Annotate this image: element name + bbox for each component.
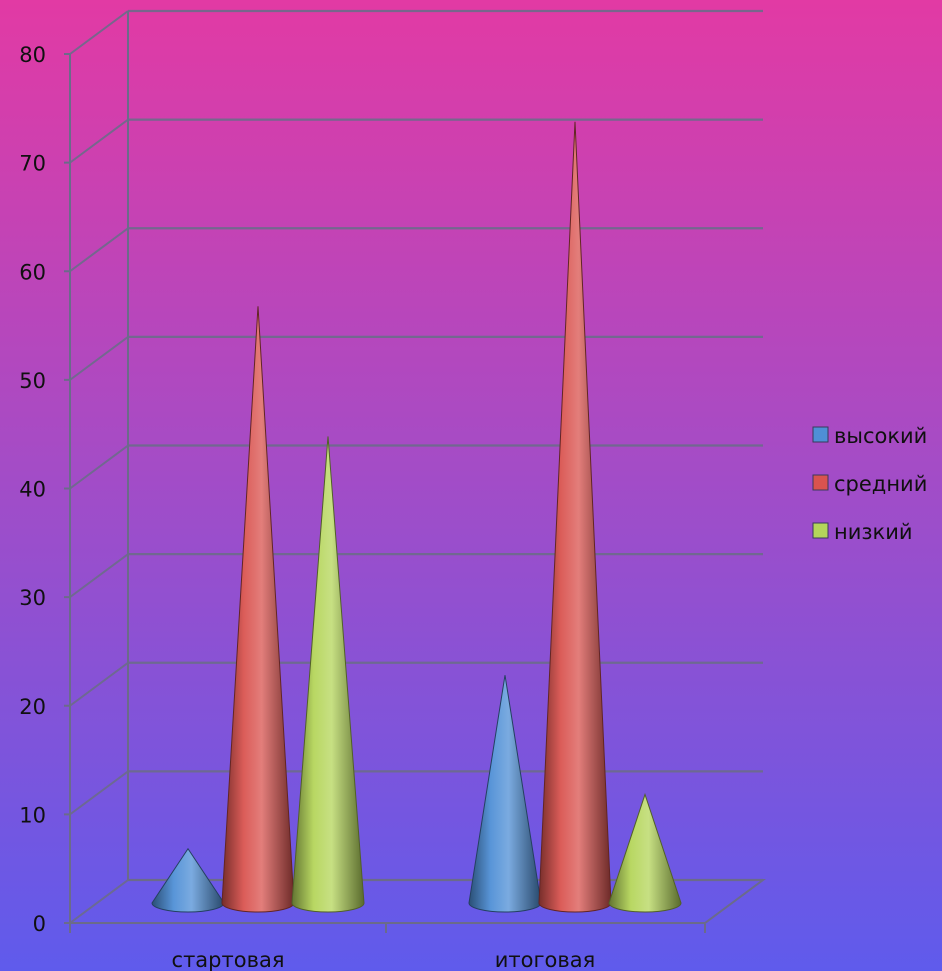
gridline-side: [69, 118, 129, 164]
cone-body: [468, 675, 542, 913]
cone-body: [291, 436, 365, 913]
cones: [151, 121, 682, 913]
cone-body: [608, 792, 682, 913]
legend-swatch: [812, 522, 829, 539]
legend-label: низкий: [834, 520, 913, 544]
gridline-side: [69, 444, 129, 490]
y-tick-label: 50: [19, 369, 46, 393]
legend-label: средний: [834, 472, 927, 496]
cone-0-1: [468, 675, 542, 913]
cone-2-0: [291, 436, 365, 913]
gridline-side: [69, 770, 129, 816]
x-category-label: стартовая: [172, 948, 285, 971]
labels: 0 10 20 30 40 50 60 70 80 стартовая итоговая: [19, 43, 595, 971]
cone-1-1: [538, 121, 612, 913]
cone-body: [221, 306, 295, 913]
legend-label: высокий: [834, 424, 927, 448]
gridline-side: [69, 553, 129, 598]
gridline-side: [69, 879, 129, 924]
y-tick-label: 0: [33, 912, 46, 936]
legend: высокий средний низкий: [812, 424, 927, 544]
cone-2-1: [608, 792, 682, 913]
gridline-side: [69, 227, 129, 273]
y-tick-label: 70: [19, 152, 46, 176]
gridline-side: [69, 336, 129, 381]
floor: [70, 879, 767, 924]
gridline-side: [69, 10, 129, 55]
gridline-side: [69, 661, 129, 707]
x-category-label: итоговая: [495, 948, 596, 971]
y-tick-label: 20: [19, 695, 46, 719]
grid-lines: [69, 9, 763, 924]
cone-1-0: [221, 306, 295, 913]
y-tick-label: 30: [19, 586, 46, 610]
y-tick-label: 40: [19, 478, 46, 502]
y-tick-label: 80: [19, 43, 46, 67]
axes: [64, 11, 767, 933]
legend-swatch: [812, 426, 829, 443]
y-tick-label: 10: [19, 803, 46, 827]
cone-body: [538, 121, 612, 913]
legend-swatch: [812, 474, 829, 491]
y-tick-label: 60: [19, 260, 46, 284]
